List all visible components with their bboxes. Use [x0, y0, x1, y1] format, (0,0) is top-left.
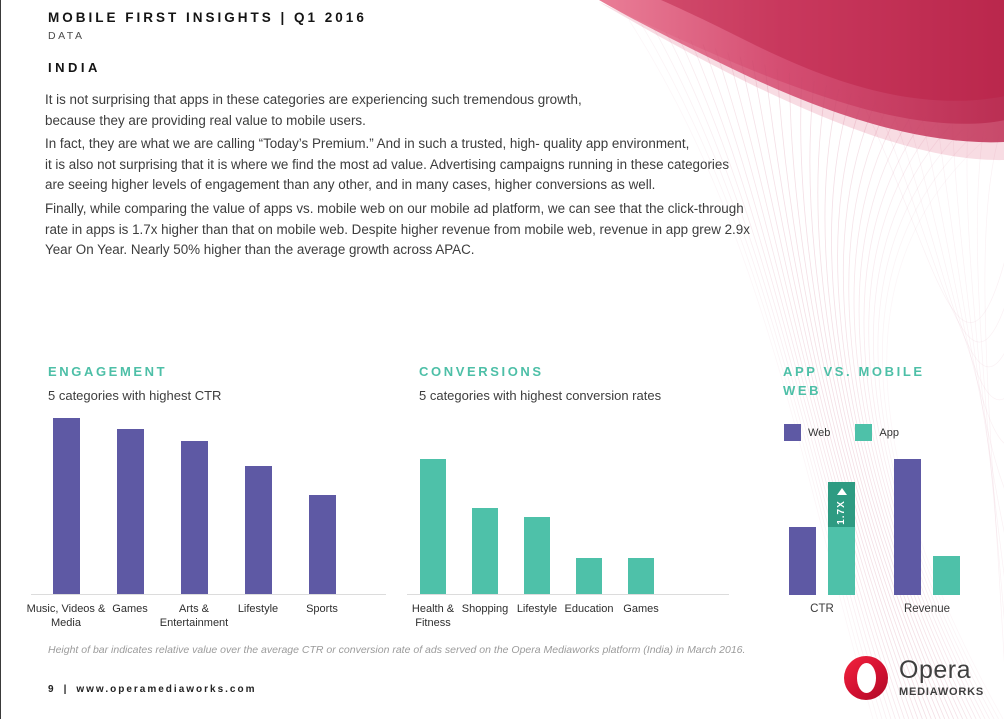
category-label: Arts & Entertainment — [159, 603, 229, 630]
bar-revenue-web — [894, 459, 921, 595]
text-line: In fact, they are what we are calling “T… — [45, 136, 690, 152]
bar-revenue-app — [933, 556, 960, 595]
bar-column — [290, 495, 354, 594]
group-revenue: Revenue — [894, 459, 960, 615]
bar-groups: 1.7X CTR Revenue — [776, 459, 960, 615]
category-label: Games — [112, 603, 148, 615]
paragraph: Finally, while comparing the value of ap… — [45, 199, 750, 261]
bar-ctr-web — [789, 527, 816, 595]
category-label: Health & Fitness — [411, 603, 455, 630]
text-line: it is also not surprising that it is whe… — [45, 156, 730, 172]
web-legend-swatch — [784, 424, 801, 441]
legend: Web App — [784, 424, 899, 441]
bar-arts-entertainment — [180, 441, 208, 594]
bar-lifestyle — [244, 466, 272, 594]
bar-sports — [308, 495, 336, 594]
text-line: rate in apps is 1.7x higher than that on… — [45, 221, 750, 237]
category-labels-row: Health & Fitness Shopping Lifestyle Educati… — [407, 602, 729, 631]
bar-ctr-app: 1.7X — [828, 482, 855, 595]
bars-row — [407, 459, 729, 594]
bar-column — [563, 558, 615, 594]
bar-column — [407, 459, 459, 594]
category-labels-row: Music, Videos & Media Games Arts & Enterta… — [27, 602, 386, 631]
text-line: because they are providing real value to… — [45, 112, 366, 128]
engagement-chart-title: ENGAGEMENT — [48, 364, 168, 379]
bar-column — [162, 441, 226, 594]
opera-logo-hole — [856, 663, 876, 693]
logo-text: Opera MEDIAWORKS — [899, 656, 984, 699]
legend-label: App — [879, 426, 899, 439]
bar-music-videos-media — [52, 418, 80, 594]
opera-mediaworks-logo: Opera MEDIAWORKS — [844, 656, 984, 700]
category-label: Music, Videos & Media — [26, 603, 106, 630]
bar-column — [615, 558, 667, 594]
conversions-chart: Health & Fitness Shopping Lifestyle Educati… — [407, 459, 729, 631]
category-label: Lifestyle — [516, 603, 558, 615]
growth-annotation: 1.7X — [828, 482, 855, 527]
legend-label: Web — [808, 426, 831, 439]
website-url: www.operamediaworks.com — [76, 684, 257, 695]
annotation-text: 1.7X — [835, 500, 847, 525]
bar-games — [628, 558, 654, 594]
opera-logo-icon — [844, 656, 888, 700]
body-text: It is not surprising that apps in these … — [45, 90, 750, 264]
bar-column — [34, 418, 98, 594]
conversions-chart-header: CONVERSIONS 5 categories with highest co… — [419, 362, 661, 403]
category-label: Sports — [306, 603, 338, 615]
legend-item-app: App — [855, 424, 899, 441]
paragraph: In fact, they are what we are calling “T… — [45, 134, 750, 196]
page-title: MOBILE FIRST INSIGHTS | Q1 2016 — [48, 10, 367, 25]
text-line: Finally, while comparing the value of ap… — [45, 200, 744, 216]
bar-education — [576, 558, 602, 594]
page-number: 9 — [48, 684, 54, 695]
engagement-chart-subtitle: 5 categories with highest CTR — [48, 388, 222, 403]
x-axis — [407, 594, 729, 595]
category-label: Education — [564, 603, 614, 615]
bars-row: 1.7X — [789, 459, 855, 595]
footer-separator: | — [63, 684, 67, 695]
text-line: It is not surprising that apps in these … — [45, 92, 582, 107]
text-line: Year On Year. Nearly 50% higher than the… — [45, 242, 475, 258]
bars-row — [34, 418, 386, 594]
conversions-chart-title: CONVERSIONS — [419, 364, 544, 379]
conversions-chart-subtitle: 5 categories with highest conversion rat… — [419, 388, 662, 403]
bar-lifestyle — [524, 517, 550, 594]
chart-footnote: Height of bar indicates relative value o… — [48, 644, 746, 656]
bar-column — [98, 429, 162, 594]
bar-column — [226, 466, 290, 594]
bar-shopping — [472, 508, 498, 594]
engagement-chart-header: ENGAGEMENT 5 categories with highest CTR — [48, 362, 221, 403]
logo-brand-name: Opera — [899, 656, 971, 684]
legend-item-web: Web — [784, 424, 830, 441]
app-vs-web-chart-title: APP VS. MOBILE WEB — [783, 364, 925, 398]
category-label: Shopping — [461, 603, 509, 615]
category-label: Lifestyle — [237, 603, 279, 615]
engagement-chart: Music, Videos & Media Games Arts & Enterta… — [27, 418, 386, 631]
app-vs-web-chart: 1.7X CTR Revenue — [776, 459, 960, 615]
page-subtitle: DATA — [48, 30, 85, 42]
section-title: INDIA — [48, 60, 101, 75]
app-legend-swatch — [855, 424, 873, 441]
category-label: Games — [623, 603, 659, 615]
group-label: Revenue — [903, 603, 951, 615]
up-arrow-icon — [836, 488, 847, 495]
x-axis — [31, 594, 386, 595]
paragraph: It is not surprising that apps in these … — [45, 90, 750, 131]
header: MOBILE FIRST INSIGHTS | Q1 2016 DATA — [48, 10, 367, 42]
bars-row — [894, 459, 960, 595]
bar-column — [459, 508, 511, 594]
bar-health-fitness — [420, 459, 446, 594]
app-vs-web-chart-header: APP VS. MOBILE WEB — [783, 362, 943, 400]
group-ctr: 1.7X CTR — [789, 459, 855, 615]
text-line: are seeing higher levels of engagement t… — [45, 177, 656, 193]
bar-games — [116, 429, 144, 594]
group-label: CTR — [810, 603, 834, 615]
logo-unit-name: MEDIAWORKS — [899, 686, 984, 698]
bar-column — [511, 517, 563, 594]
page-footer: 9 | www.operamediaworks.com — [48, 684, 257, 695]
